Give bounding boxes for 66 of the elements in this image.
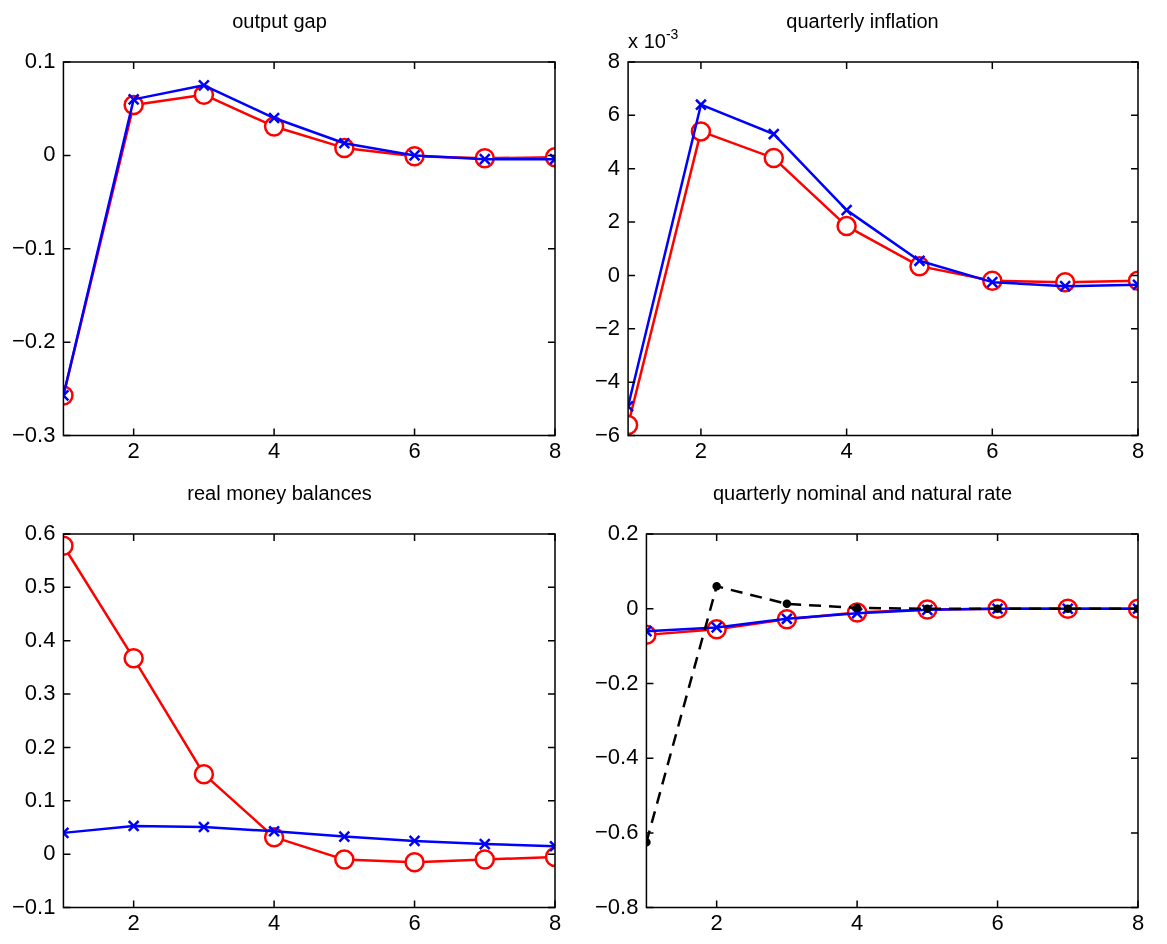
y-tick-label: 0.2 — [607, 520, 639, 546]
y-tick-label: −0.4 — [594, 744, 639, 770]
point — [836, 215, 857, 237]
y-tick-label: 0.6 — [24, 520, 56, 546]
y-tick-label: −0.3 — [11, 421, 56, 447]
x-tick-label: 6 — [408, 437, 421, 463]
chart-title: real money balances — [187, 481, 372, 504]
chart-title: quarterly inflation — [786, 9, 939, 32]
point — [474, 849, 496, 870]
point — [267, 111, 281, 125]
y-tick-label: 0 — [607, 261, 621, 287]
y-tick-label: −2 — [594, 314, 621, 340]
point — [478, 837, 491, 851]
x-tick-label: 2 — [127, 909, 140, 935]
point — [782, 599, 792, 609]
x-tick-label: 4 — [850, 909, 864, 935]
y-tick-label: −0.1 — [11, 234, 56, 260]
y-tick-label: 0 — [43, 840, 56, 866]
point — [193, 763, 215, 785]
x-tick-label: 6 — [991, 909, 1004, 935]
x-tick-label: 4 — [840, 437, 853, 463]
y-tick-label: −0.1 — [11, 893, 56, 919]
x-tick-label: 8 — [1131, 909, 1145, 935]
x-tick-label: 2 — [694, 437, 708, 463]
y-tick-label: 6 — [607, 101, 621, 127]
point — [840, 203, 853, 217]
x-tick-label: 2 — [710, 909, 723, 935]
y-tick-label: 0.1 — [24, 786, 56, 812]
x-tick-label: 6 — [408, 909, 421, 935]
y-tick-label: 0.2 — [24, 733, 56, 759]
x-tick-label: 4 — [267, 437, 281, 463]
point — [763, 147, 785, 169]
chart-title: output gap — [232, 9, 327, 32]
y-tick-label: −0.8 — [594, 893, 639, 919]
point — [197, 79, 211, 92]
y-tick-label: 0.4 — [24, 626, 56, 652]
point — [127, 819, 140, 833]
y-tick-label: −0.2 — [11, 328, 56, 354]
y-tick-label: 4 — [607, 154, 621, 180]
x-tick-label: 2 — [127, 437, 140, 463]
point — [408, 834, 421, 848]
x-tick-label: 8 — [1131, 437, 1145, 463]
point — [767, 127, 780, 141]
x-tick-label: 8 — [548, 909, 562, 935]
point — [123, 648, 144, 669]
y-tick-label: 2 — [607, 208, 621, 234]
x-tick-label: 8 — [548, 437, 562, 463]
y-tick-label: −0.2 — [594, 669, 639, 695]
x-tick-label: 6 — [986, 437, 999, 463]
chart-title: quarterly nominal and natural rate — [712, 481, 1013, 504]
y-tick-label: 0 — [43, 141, 56, 167]
point — [694, 98, 708, 111]
point — [334, 849, 355, 870]
point — [404, 851, 425, 873]
y-tick-label: 8 — [607, 48, 621, 74]
y-tick-label: 0.1 — [24, 48, 56, 74]
y-tick-label: −6 — [594, 421, 621, 447]
y-tick-label: −0.6 — [594, 818, 639, 844]
y-tick-label: 0.3 — [24, 680, 56, 706]
y-tick-label: −4 — [594, 368, 621, 394]
y-tick-label: 0 — [626, 594, 639, 620]
y-tick-label: 0.5 — [24, 573, 56, 599]
point — [197, 820, 211, 834]
point — [338, 830, 351, 843]
point — [712, 582, 721, 591]
x-tick-label: 4 — [267, 909, 281, 935]
